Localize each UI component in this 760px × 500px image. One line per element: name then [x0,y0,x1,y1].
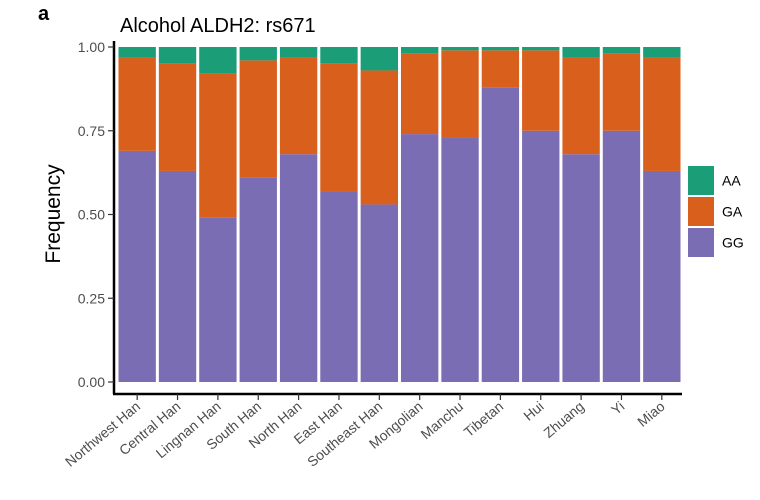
bar-aa-4 [239,47,277,61]
bar-ga-7 [360,70,398,205]
bar-gg-14 [643,170,681,382]
bar-aa-9 [441,47,479,51]
bar-ga-8 [401,53,439,135]
bar-aa-13 [602,47,641,54]
x-tick-label: Zhuang [540,398,587,441]
bar-aa-1 [118,47,156,58]
bar-ga-9 [441,50,479,138]
bar-ga-4 [239,60,277,178]
y-axis-label: Frequency [42,164,65,264]
panel-label: a [38,3,50,25]
bar-aa-10 [481,47,520,51]
x-tick-label: Manchu [418,398,466,442]
bar-gg-1 [118,150,156,382]
x-tick-label: Yi [608,398,627,418]
bar-gg-4 [239,177,277,382]
chart-title: Alcohol ALDH2: rs671 [120,15,316,37]
bar-gg-7 [360,204,398,382]
y-tick-label: 0.00 [78,374,105,390]
bar-aa-2 [158,47,197,64]
x-tick-label: Tibetan [461,398,507,440]
bar-gg-2 [158,170,197,382]
legend-swatch-aa [688,166,714,195]
bar-aa-14 [643,47,681,58]
bar-gg-8 [401,134,439,382]
bar-aa-11 [522,47,560,51]
bar-aa-8 [401,47,439,54]
legend-label-aa: AA [722,173,741,189]
bar-ga-6 [320,63,358,192]
bar-ga-13 [602,53,641,131]
x-tick-label: Miao [634,398,668,430]
legend-label-ga: GA [722,204,743,220]
bar-gg-10 [481,87,520,382]
legend-swatch-ga [688,197,714,226]
bar-ga-5 [279,57,318,155]
bar-gg-6 [320,191,358,382]
bar-aa-12 [562,47,600,58]
legend-swatch-gg [688,228,714,257]
bar-ga-2 [158,63,197,171]
x-tick-label: Hui [520,398,546,424]
bar-aa-6 [320,47,358,64]
bar-ga-12 [562,57,600,155]
y-tick-label: 1.00 [78,39,105,55]
bar-ga-1 [118,57,156,151]
bar-gg-3 [199,217,237,382]
bar-gg-12 [562,154,600,382]
bar-ga-14 [643,57,681,171]
y-axis: 0.00 0.25 0.50 0.75 1.00 [78,39,116,394]
bar-ga-11 [522,50,560,131]
bar-ga-3 [199,73,237,218]
bar-aa-3 [199,47,237,74]
bar-aa-7 [360,47,398,71]
bars-group [118,47,681,382]
y-tick-label: 0.75 [78,123,105,139]
y-tick-label: 0.25 [78,290,105,306]
legend: AA GA GG [688,166,744,257]
bar-aa-5 [279,47,318,58]
bar-gg-13 [602,130,641,382]
bar-ga-10 [481,50,520,88]
bar-gg-5 [279,154,318,382]
bar-gg-11 [522,130,560,382]
legend-label-gg: GG [722,235,744,251]
bar-gg-9 [441,137,479,382]
y-tick-label: 0.50 [78,207,105,223]
